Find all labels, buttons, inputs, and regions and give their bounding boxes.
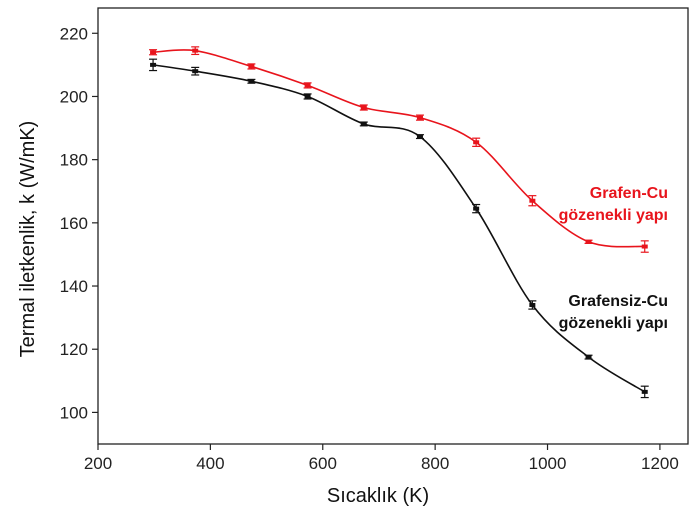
x-tick-label: 200 bbox=[84, 454, 112, 473]
data-point bbox=[150, 62, 157, 67]
x-tick-label: 400 bbox=[196, 454, 224, 473]
annotation-line: Grafen-Cu bbox=[590, 185, 668, 202]
data-point bbox=[473, 206, 480, 211]
annotations: Grafen-Cu gözenekli yapı Grafensiz-Cu gözen… bbox=[559, 185, 668, 332]
data-point bbox=[150, 50, 157, 55]
y-tick-label: 200 bbox=[60, 87, 88, 106]
axis-ticks: 200 400 600 800 1000 1200 100 120 140 160 180 200 22… bbox=[60, 24, 679, 473]
data-point bbox=[529, 198, 536, 203]
series-2 bbox=[149, 58, 649, 399]
data-point bbox=[248, 64, 255, 69]
data-point bbox=[304, 94, 311, 99]
x-tick-label: 1200 bbox=[641, 454, 679, 473]
data-point bbox=[192, 48, 199, 53]
y-tick-label: 160 bbox=[60, 214, 88, 233]
annotation-line: Grafensiz-Cu bbox=[568, 293, 668, 310]
series-line bbox=[153, 49, 645, 248]
y-tick-label: 180 bbox=[60, 151, 88, 170]
data-point bbox=[192, 69, 199, 74]
data-point bbox=[360, 105, 367, 110]
series-layer bbox=[149, 46, 649, 399]
series-1 bbox=[149, 46, 649, 253]
data-point bbox=[641, 389, 648, 394]
x-axis-title: Sıcaklık (K) bbox=[327, 485, 429, 507]
annotation-line: gözenekli yapı bbox=[559, 315, 668, 332]
y-axis-title: Termal iletkenlik, k (W/mK) bbox=[17, 121, 39, 358]
y-tick-label: 220 bbox=[60, 24, 88, 43]
data-point bbox=[304, 83, 311, 88]
x-tick-label: 600 bbox=[309, 454, 337, 473]
data-point bbox=[585, 355, 592, 360]
data-point bbox=[641, 244, 648, 249]
plot-frame bbox=[97, 7, 689, 445]
y-tick-label: 140 bbox=[60, 277, 88, 296]
x-tick-label: 1000 bbox=[529, 454, 567, 473]
data-point bbox=[416, 134, 423, 139]
y-tick-label: 120 bbox=[60, 340, 88, 359]
data-point bbox=[473, 140, 480, 145]
data-point bbox=[585, 239, 592, 244]
x-tick-label: 800 bbox=[421, 454, 449, 473]
annotation-line: gözenekli yapı bbox=[559, 207, 668, 224]
data-point bbox=[248, 79, 255, 84]
data-point bbox=[416, 115, 423, 120]
data-point bbox=[360, 121, 367, 126]
data-point bbox=[529, 302, 536, 307]
y-tick-label: 100 bbox=[60, 403, 88, 422]
